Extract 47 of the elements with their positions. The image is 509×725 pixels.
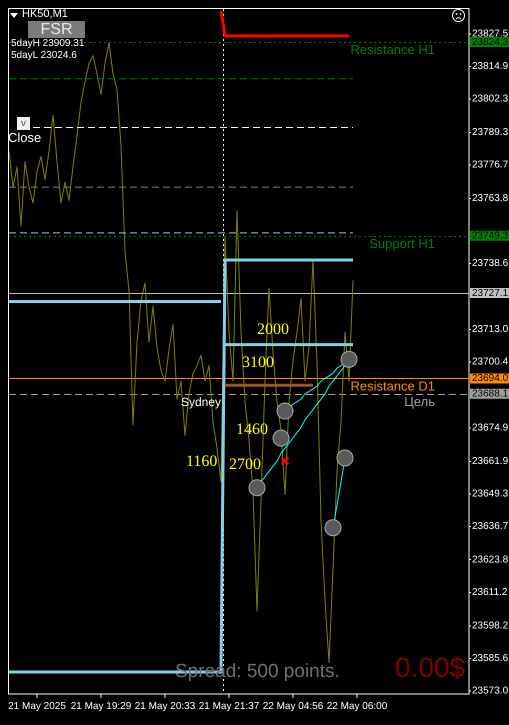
annotation: 2000	[257, 321, 289, 340]
annotation: Sydney	[181, 395, 222, 410]
ref-line-label: Цель	[404, 394, 436, 409]
y-tick-label: 23649.3	[472, 488, 509, 500]
x-tick-label: 21 May 20:33	[134, 700, 196, 712]
text: 23688.1	[472, 388, 509, 400]
annotation: 1160	[186, 453, 218, 472]
y-tick-label: 23661.9	[472, 456, 509, 468]
y-tick-label: 23763.8	[472, 193, 509, 204]
chart-title: HK50,M1	[22, 8, 68, 21]
x-tick-label: 22 May 04:56	[262, 700, 324, 712]
x-tick-label: 21 May 2025	[8, 700, 66, 712]
annotation: FSR	[40, 20, 72, 38]
y-tick-label: 23814.9	[472, 61, 509, 72]
y-tick-label: 23674.9	[472, 422, 509, 434]
annotation: 0.00$	[395, 652, 466, 684]
annotation: 5dayL 23024.6	[11, 50, 77, 62]
annotation: Close	[8, 130, 42, 146]
y-tick-label: 23573.0	[472, 686, 509, 697]
y-tick-label: 23713.0	[472, 324, 509, 336]
y-tick-label: 23738.6	[472, 258, 509, 270]
button: FSR	[28, 21, 85, 38]
text: 23749.3	[472, 230, 509, 242]
y-tick-label: 23636.7	[472, 521, 509, 532]
y-tick-label: 23789.3	[472, 127, 509, 138]
y-tick-label: 23611.2	[472, 587, 508, 598]
dropdown-button: v	[17, 117, 30, 130]
text: 23694.0	[472, 373, 509, 384]
y-tick-label: 23598.2	[472, 620, 509, 632]
x-tick-label: 21 May 19:29	[70, 700, 132, 712]
text: 23824.3	[472, 36, 509, 48]
text: 23727.1	[472, 288, 509, 299]
y-tick-label: 23776.7	[472, 160, 509, 171]
ref-line-label: Support H1	[369, 236, 435, 251]
annotation: 3100	[242, 354, 274, 372]
ref-line-label: Resistance D1	[350, 378, 435, 394]
x-tick-label: 21 May 21:37	[198, 700, 260, 712]
y-tick-label: 23585.6	[472, 653, 509, 664]
x-tick-label: 22 May 06:00	[326, 700, 388, 712]
annotation: 2700	[229, 456, 261, 474]
annotation: 1460	[236, 421, 268, 440]
y-tick-label: 23623.8	[472, 554, 509, 566]
ref-line-label: Resistance H1	[350, 42, 435, 58]
y-tick-label: 23700.4	[472, 356, 509, 368]
annotation: 5dayH 23909.31	[11, 38, 84, 50]
y-tick-label: 23802.3	[472, 94, 509, 105]
annotation: v	[21, 118, 26, 128]
